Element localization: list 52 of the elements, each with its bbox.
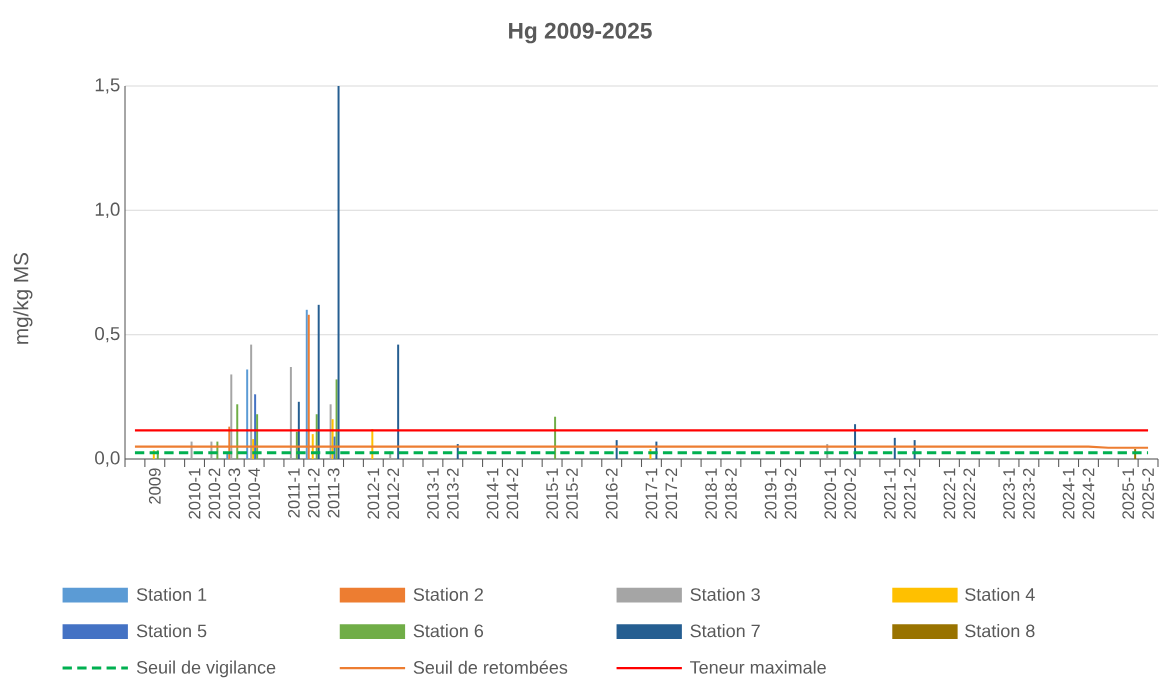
x-tick-label: 2019-2 [784, 468, 797, 519]
x-tick-label: 2015-2 [566, 468, 578, 519]
x-tick-label: 2011-3 [327, 468, 340, 518]
x-tick-label: 2023-2 [1022, 468, 1035, 519]
x-tick-label: 2013-2 [446, 468, 459, 519]
legend-label: Station 1 [136, 587, 207, 601]
x-tick-label: 2019-1 [764, 468, 777, 519]
x-tick-label: 2016-2 [605, 468, 618, 519]
legend-label: Teneur maximale [690, 660, 826, 674]
x-tick-label: 2013-1 [427, 468, 439, 519]
y-axis-title: mg/kg MS [13, 253, 33, 344]
x-tick-label: 2009 [148, 468, 161, 504]
x-tick-label: 2011-1 [287, 468, 300, 518]
legend-label: Station 7 [690, 624, 760, 638]
x-tick-label: 2020-2 [844, 468, 856, 519]
x-tick-label: 2018-2 [725, 468, 737, 519]
x-tick-label: 2024-2 [1082, 468, 1095, 519]
x-tick-label: 2010-1 [188, 468, 201, 519]
x-tick-label: 2014-2 [506, 468, 519, 519]
y-tick-label: 1,0 [95, 202, 120, 219]
x-tick-label: 2015-1 [546, 468, 559, 519]
x-tick-label: 2017-1 [645, 468, 658, 519]
x-tick-label: 2023-1 [1003, 468, 1015, 519]
legend-label: Seuil de retombées [413, 660, 568, 674]
x-tick-label: 2025-1 [1122, 468, 1135, 519]
x-tick-label: 2022-1 [943, 468, 956, 519]
x-tick-label: 2017-2 [665, 468, 678, 519]
x-tick-label: 2021-2 [903, 468, 916, 519]
x-tick-label: 2022-2 [963, 468, 976, 519]
x-tick-label: 2025-2 [1142, 468, 1154, 519]
chart-title: Hg 2009-2025 [509, 22, 652, 44]
x-tick-label: 2012-1 [367, 468, 380, 519]
legend-label: Station 4 [965, 587, 1035, 601]
x-tick-label: 2021-1 [883, 468, 896, 519]
x-tick-label: 2014-1 [486, 468, 499, 519]
x-tick-label: 2011-2 [307, 468, 320, 518]
x-tick-label: 2024-1 [1062, 468, 1075, 519]
x-tick-label: 2012-2 [387, 468, 400, 519]
legend-label: Station 5 [136, 624, 207, 638]
x-tick-label: 2020-1 [824, 468, 837, 519]
x-tick-label: 2010-2 [208, 468, 221, 519]
x-tick-label: 2018-1 [705, 468, 717, 519]
legend-label: Station 6 [413, 624, 484, 638]
x-tick-label: 2010-4 [248, 468, 261, 519]
legend-label: Station 3 [690, 587, 760, 601]
legend-label: Station 2 [413, 587, 483, 601]
legend-label: Station 8 [965, 624, 1035, 638]
y-tick-label: 0,0 [95, 451, 120, 467]
y-tick-label: 1,5 [95, 78, 120, 94]
x-tick-label: 2010-3 [228, 468, 241, 519]
legend-label: Seuil de vigilance [136, 660, 276, 678]
y-tick-label: 0,5 [95, 326, 120, 343]
